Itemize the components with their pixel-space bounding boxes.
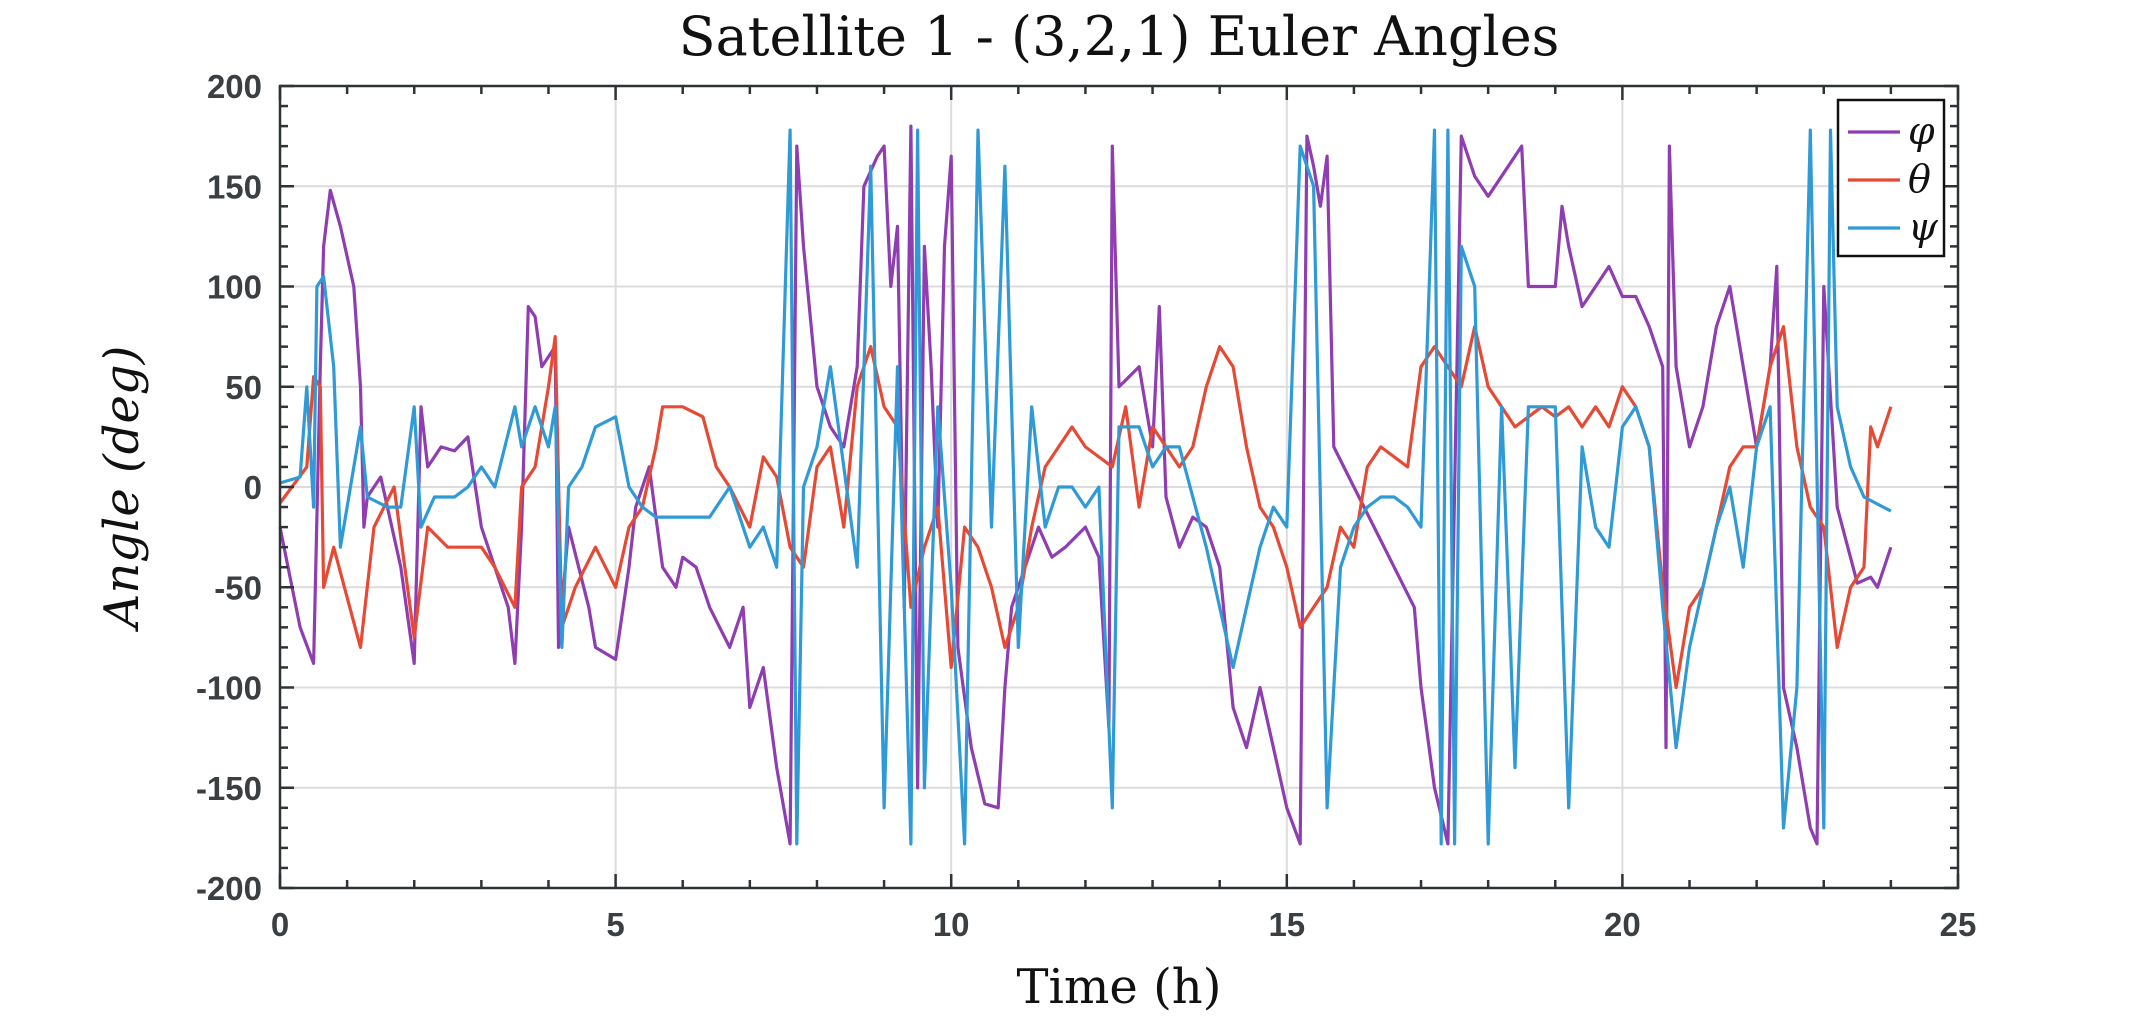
series-line <box>278 124 1893 846</box>
x-tick-label: 15 <box>1268 906 1305 943</box>
y-tick-label: -200 <box>196 870 262 907</box>
y-tick-label: 150 <box>207 168 262 205</box>
legend-label: φ <box>1908 109 1935 153</box>
x-tick-label: 10 <box>933 906 970 943</box>
series-layer <box>278 124 1893 846</box>
legend-label: θ <box>1908 157 1931 201</box>
x-tick-label: 0 <box>271 906 289 943</box>
x-tick-label: 5 <box>606 906 624 943</box>
y-tick-label: 100 <box>207 269 262 306</box>
legend-label: ψ <box>1908 205 1939 249</box>
y-tick-label: 200 <box>207 68 262 105</box>
y-tick-label: -150 <box>196 770 262 807</box>
legend: φθψ <box>1836 98 1946 258</box>
x-axis-label: Time (h) <box>1017 959 1222 1015</box>
x-tick-label: 20 <box>1604 906 1641 943</box>
x-tick-labels: 0 5 10 15 20 25 <box>271 906 1977 943</box>
y-tick-label: -50 <box>214 569 262 606</box>
chart-title: Satellite 1 - (3,2,1) Euler Angles <box>679 5 1560 68</box>
y-tick-labels: -200 -150 -100 -50 0 50 100 150 200 <box>196 68 262 907</box>
axis-ticks <box>278 84 1960 890</box>
y-tick-label: 50 <box>225 369 262 406</box>
y-axis-label: Angle (deg) <box>94 346 150 633</box>
series-line <box>279 128 1892 846</box>
y-tick-label: -100 <box>196 670 262 707</box>
y-tick-label: 0 <box>244 469 262 506</box>
x-tick-label: 25 <box>1940 906 1977 943</box>
legend-box <box>1836 98 1946 258</box>
